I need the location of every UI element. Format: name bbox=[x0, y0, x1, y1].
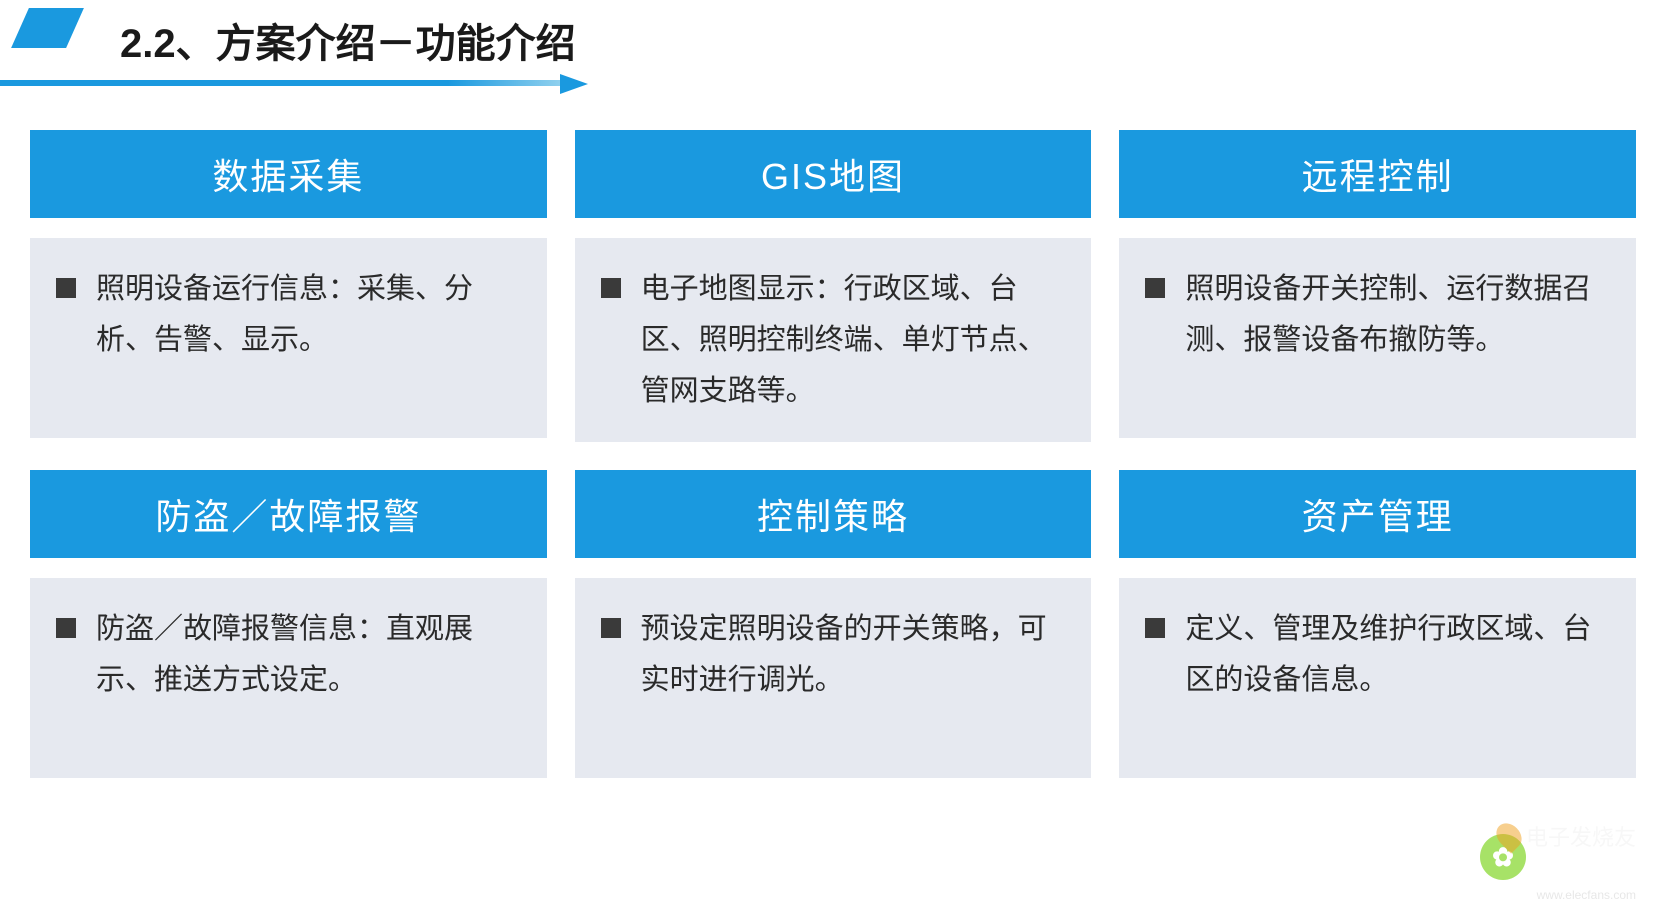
watermark-url: www.elecfans.com bbox=[1537, 888, 1636, 902]
card-body: 预设定照明设备的开关策略，可实时进行调光。 bbox=[575, 578, 1092, 778]
square-bullet-icon bbox=[601, 278, 621, 298]
card-body: 照明设备开关控制、运行数据召测、报警设备布撤防等。 bbox=[1119, 238, 1636, 438]
feature-card: 数据采集 照明设备运行信息：采集、分析、告警、显示。 bbox=[30, 130, 547, 442]
square-bullet-icon bbox=[1145, 278, 1165, 298]
header-accent-shape bbox=[11, 8, 84, 48]
card-bullet-item: 定义、管理及维护行政区域、台区的设备信息。 bbox=[1145, 604, 1608, 706]
feature-card: 防盗／故障报警 防盗／故障报警信息：直观展示、推送方式设定。 bbox=[30, 470, 547, 778]
underline-bar bbox=[0, 80, 560, 86]
card-body-text: 照明设备运行信息：采集、分析、告警、显示。 bbox=[96, 273, 473, 356]
feature-card: 远程控制 照明设备开关控制、运行数据召测、报警设备布撤防等。 bbox=[1119, 130, 1636, 442]
card-bullet-item: 照明设备开关控制、运行数据召测、报警设备布撤防等。 bbox=[1145, 264, 1608, 366]
card-body: 定义、管理及维护行政区域、台区的设备信息。 bbox=[1119, 578, 1636, 778]
feature-card: GIS地图 电子地图显示：行政区域、台区、照明控制终端、单灯节点、管网支路等。 bbox=[575, 130, 1092, 442]
card-header: 远程控制 bbox=[1119, 130, 1636, 218]
square-bullet-icon bbox=[56, 618, 76, 638]
card-body-text: 电子地图显示：行政区域、台区、照明控制终端、单灯节点、管网支路等。 bbox=[641, 273, 1047, 407]
card-bullet-item: 电子地图显示：行政区域、台区、照明控制终端、单灯节点、管网支路等。 bbox=[601, 264, 1064, 416]
watermark-secondary-text: 电子发烧友 bbox=[1526, 820, 1636, 852]
card-header: 数据采集 bbox=[30, 130, 547, 218]
card-body-text: 照明设备开关控制、运行数据召测、报警设备布撤防等。 bbox=[1185, 273, 1591, 356]
card-body: 防盗／故障报警信息：直观展示、推送方式设定。 bbox=[30, 578, 547, 778]
square-bullet-icon bbox=[1145, 618, 1165, 638]
square-bullet-icon bbox=[601, 618, 621, 638]
card-body: 照明设备运行信息：采集、分析、告警、显示。 bbox=[30, 238, 547, 438]
card-header: GIS地图 bbox=[575, 130, 1092, 218]
underline-arrow-icon bbox=[560, 74, 588, 94]
square-bullet-icon bbox=[56, 278, 76, 298]
feature-card: 资产管理 定义、管理及维护行政区域、台区的设备信息。 bbox=[1119, 470, 1636, 778]
page-header: 2.2、方案介绍－功能介绍 bbox=[0, 0, 1666, 120]
feature-card: 控制策略 预设定照明设备的开关策略，可实时进行调光。 bbox=[575, 470, 1092, 778]
title-underline bbox=[0, 76, 1666, 90]
card-body-text: 预设定照明设备的开关策略，可实时进行调光。 bbox=[641, 613, 1047, 696]
card-header: 防盗／故障报警 bbox=[30, 470, 547, 558]
card-bullet-item: 照明设备运行信息：采集、分析、告警、显示。 bbox=[56, 264, 519, 366]
card-body-text: 定义、管理及维护行政区域、台区的设备信息。 bbox=[1185, 613, 1591, 696]
card-body: 电子地图显示：行政区域、台区、照明控制终端、单灯节点、管网支路等。 bbox=[575, 238, 1092, 442]
watermark-secondary: 电子发烧友 bbox=[1498, 820, 1636, 852]
feature-grid: 数据采集 照明设备运行信息：采集、分析、告警、显示。 GIS地图 电子地图显示：… bbox=[0, 120, 1666, 778]
card-header: 控制策略 bbox=[575, 470, 1092, 558]
card-header: 资产管理 bbox=[1119, 470, 1636, 558]
card-body-text: 防盗／故障报警信息：直观展示、推送方式设定。 bbox=[96, 613, 473, 696]
card-bullet-item: 防盗／故障报警信息：直观展示、推送方式设定。 bbox=[56, 604, 519, 706]
page-title: 2.2、方案介绍－功能介绍 bbox=[120, 20, 1666, 68]
card-bullet-item: 预设定照明设备的开关策略，可实时进行调光。 bbox=[601, 604, 1064, 706]
